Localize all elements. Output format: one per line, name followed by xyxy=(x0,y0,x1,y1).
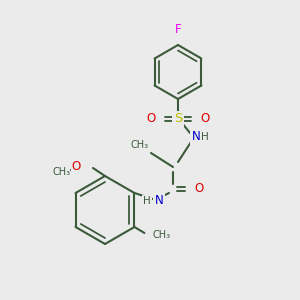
Text: O: O xyxy=(200,112,209,125)
Text: F: F xyxy=(175,23,181,36)
Text: O: O xyxy=(147,112,156,125)
Text: N: N xyxy=(192,130,200,143)
Text: H: H xyxy=(201,132,209,142)
Text: CH₃: CH₃ xyxy=(53,167,71,177)
Text: O: O xyxy=(194,182,203,196)
Text: S: S xyxy=(174,112,182,125)
Text: CH₃: CH₃ xyxy=(152,230,171,240)
Text: N: N xyxy=(154,194,164,208)
Text: CH₃: CH₃ xyxy=(131,140,149,150)
Text: H: H xyxy=(143,196,151,206)
Text: O: O xyxy=(72,160,81,172)
